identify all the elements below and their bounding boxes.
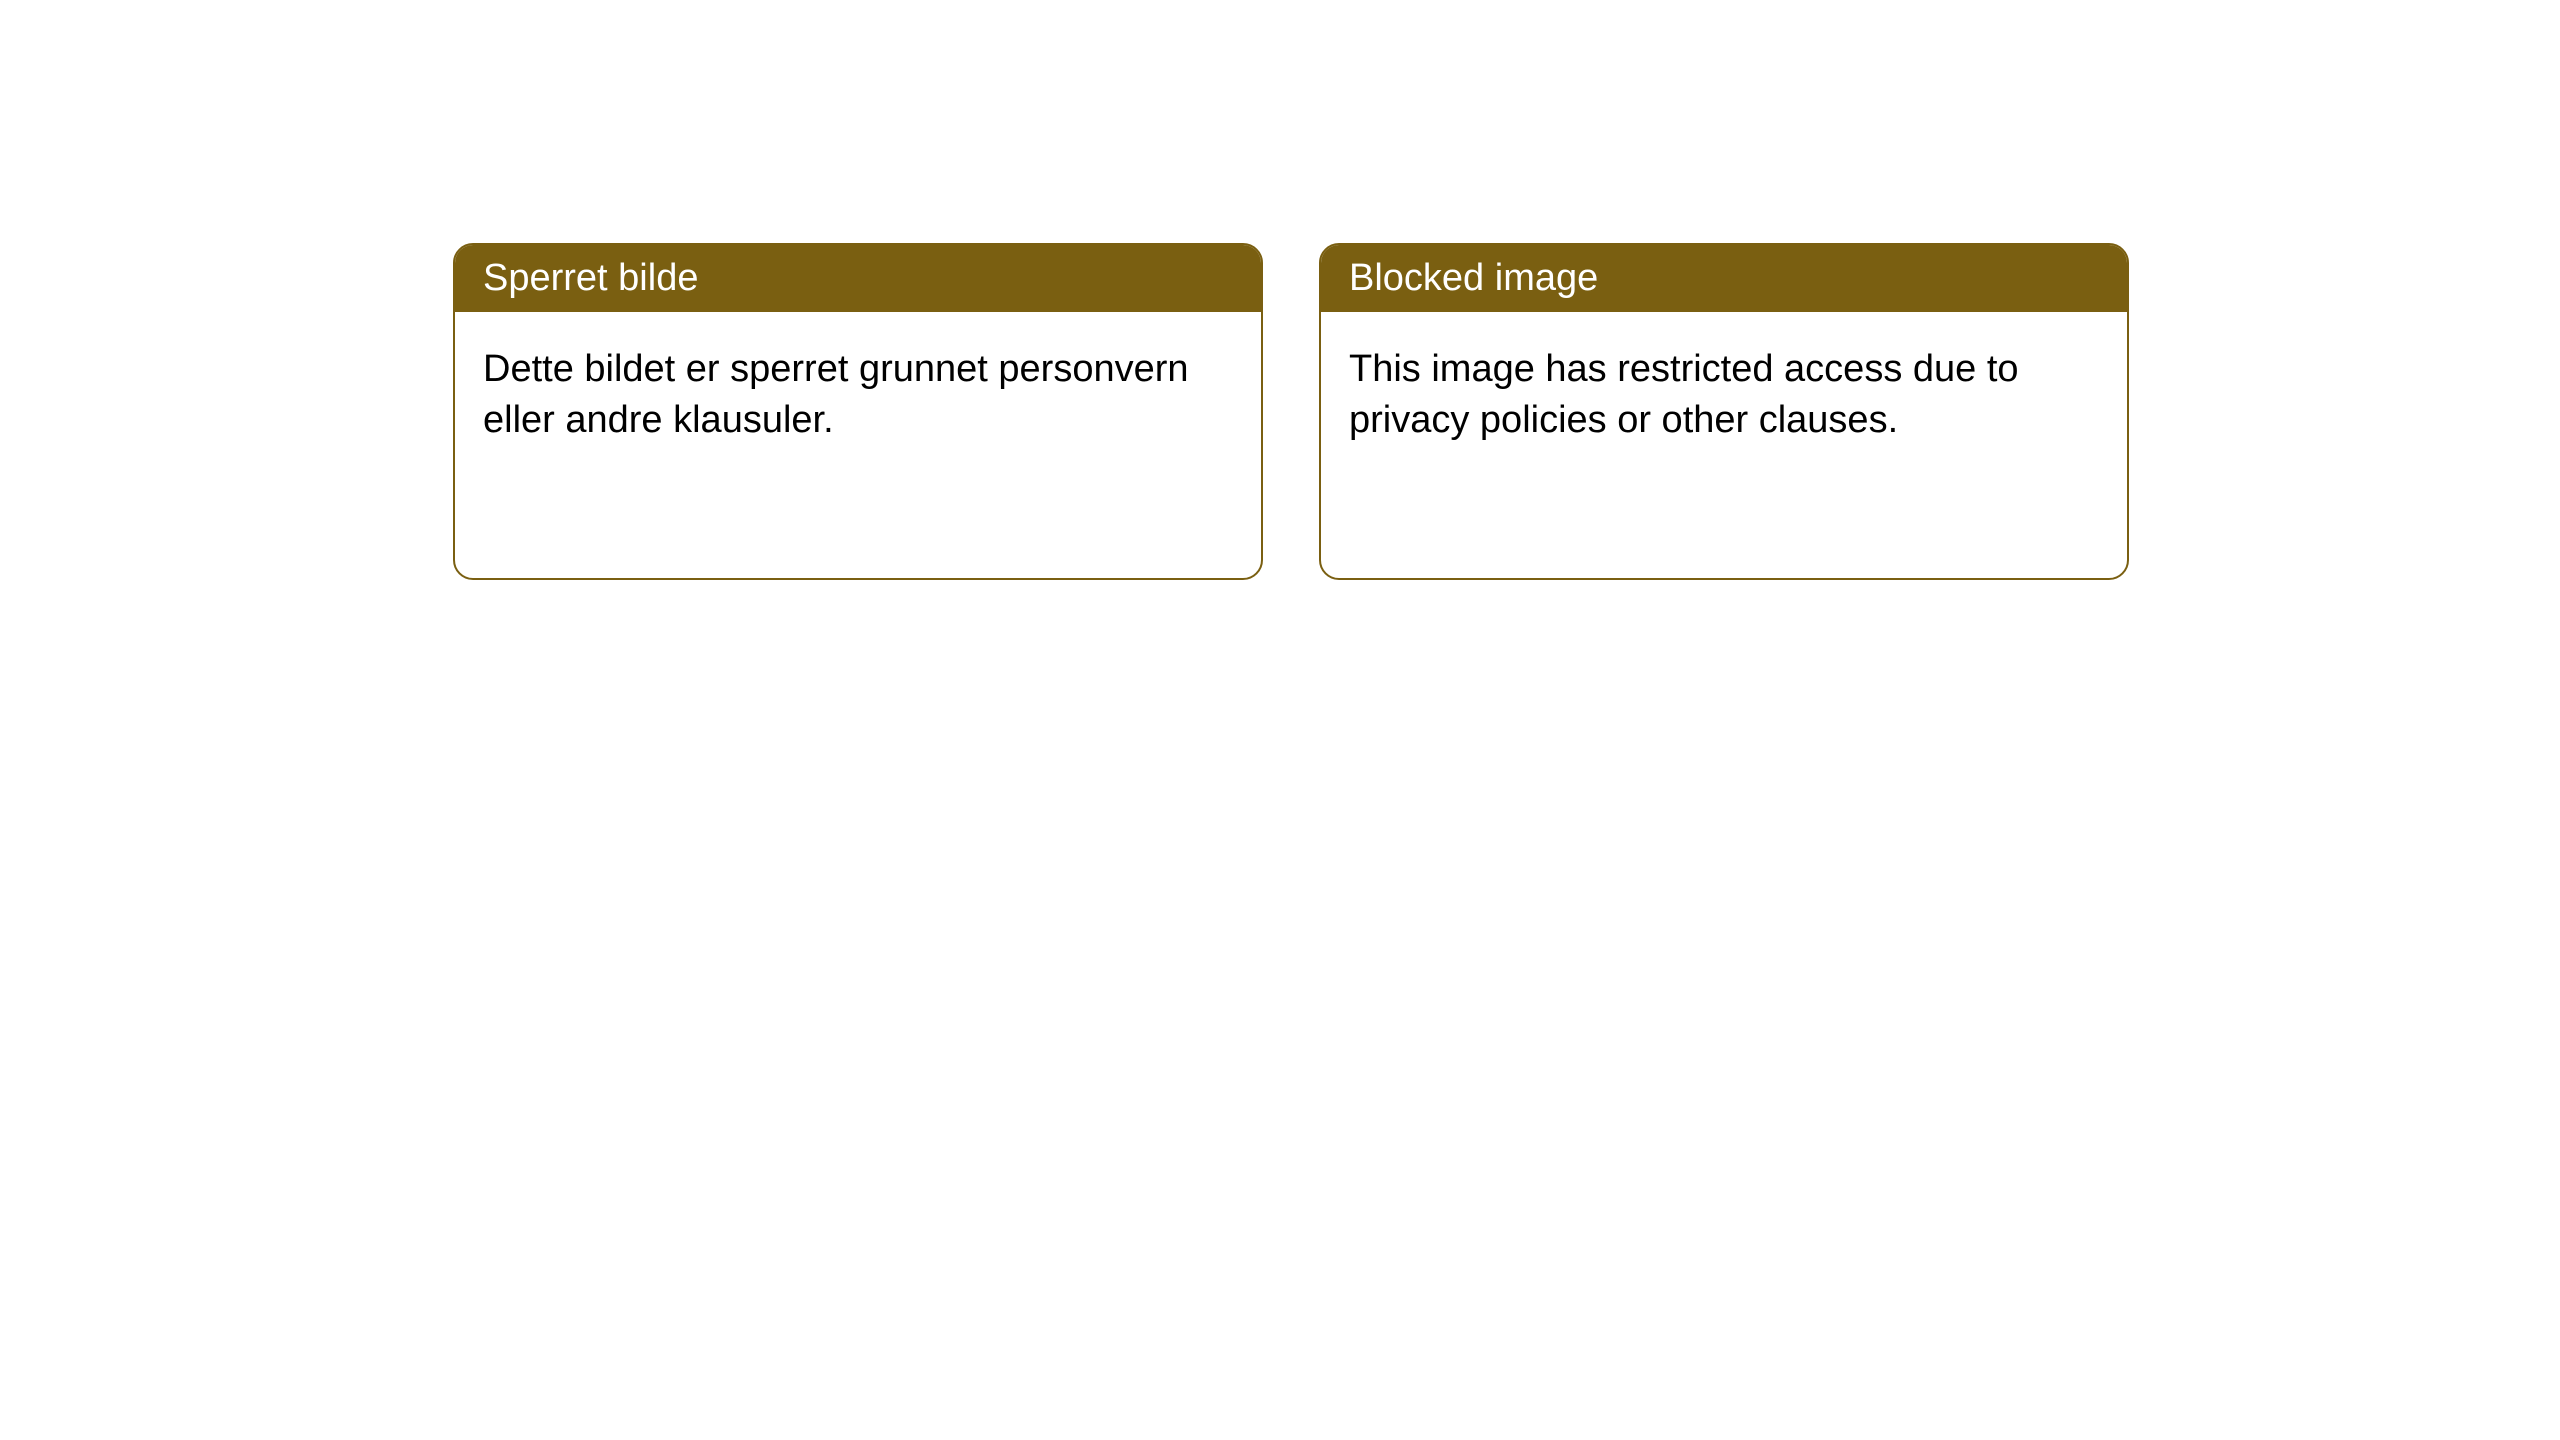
notice-card-english: Blocked image This image has restricted … xyxy=(1319,243,2129,580)
notice-message-english: This image has restricted access due to … xyxy=(1321,312,2127,479)
notice-title-norwegian: Sperret bilde xyxy=(455,245,1261,312)
notice-title-english: Blocked image xyxy=(1321,245,2127,312)
notice-container: Sperret bilde Dette bildet er sperret gr… xyxy=(0,0,2560,580)
notice-card-norwegian: Sperret bilde Dette bildet er sperret gr… xyxy=(453,243,1263,580)
notice-message-norwegian: Dette bildet er sperret grunnet personve… xyxy=(455,312,1261,479)
